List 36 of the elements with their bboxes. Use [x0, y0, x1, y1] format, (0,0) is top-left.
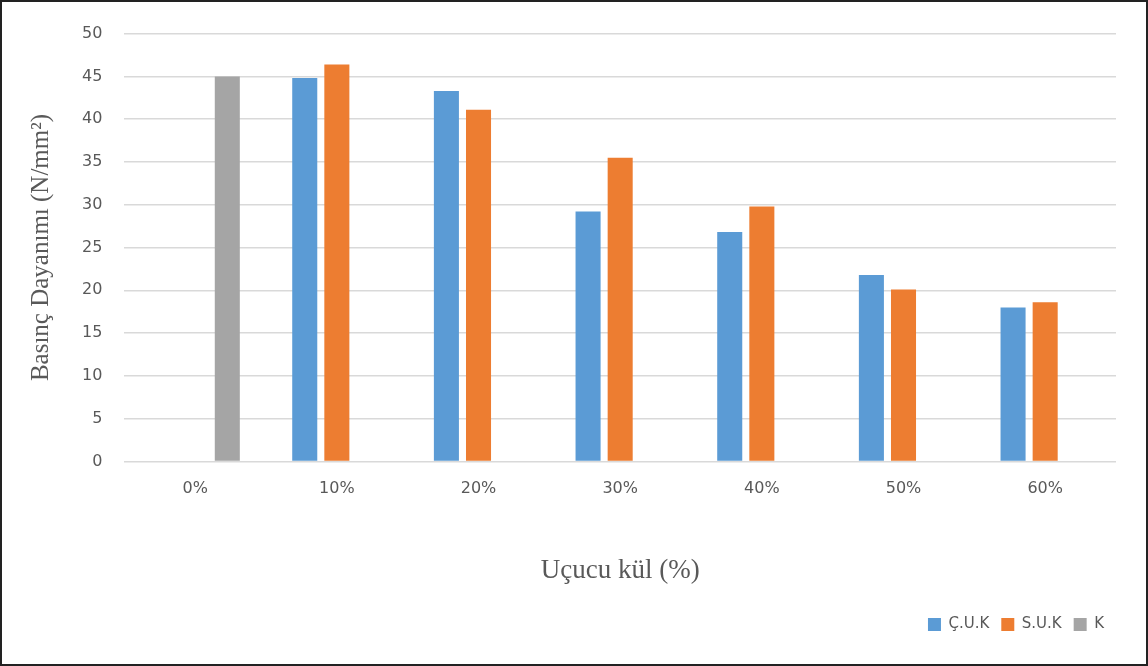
bar: [575, 211, 601, 461]
bar: [433, 90, 459, 461]
y-tick-label: 20: [82, 279, 103, 299]
x-tick-label: 50%: [885, 478, 922, 498]
x-axis-title: Uçucu kül (%): [540, 553, 700, 584]
x-tick-label: 10%: [319, 478, 355, 498]
x-tick-label: 40%: [744, 478, 780, 498]
x-tick-label: 60%: [1027, 478, 1063, 498]
y-tick-label: 25: [82, 236, 103, 256]
bar: [214, 76, 240, 461]
x-tick-label: 30%: [602, 478, 638, 498]
legend-label: S.U.K: [1021, 614, 1063, 633]
bar: [890, 289, 917, 461]
x-tick-label: 0%: [182, 478, 208, 498]
bar: [749, 206, 775, 461]
y-axis-title: Basınç Dayanımı (N/mm²): [25, 113, 54, 382]
y-tick-label: 5: [92, 407, 103, 427]
y-tick-label: 10: [82, 365, 103, 384]
y-tick-label: 35: [82, 151, 103, 171]
bar: [717, 232, 743, 461]
x-tick-label: 20%: [460, 478, 497, 498]
bar: [1000, 307, 1026, 461]
y-tick-label: 0: [92, 450, 103, 470]
bar: [858, 274, 884, 461]
y-tick-label: 45: [82, 65, 103, 85]
y-tick-label: 30: [82, 193, 103, 213]
legend-label: K: [1094, 614, 1106, 633]
y-tick-label: 40: [82, 108, 103, 128]
y-tick-label: 50: [82, 22, 103, 42]
bar: [292, 78, 318, 461]
legend-label: Ç.U.K: [948, 614, 991, 633]
bar: [1032, 302, 1058, 461]
bar: [324, 64, 350, 461]
y-tick-label: 15: [82, 322, 103, 342]
bar: [465, 109, 492, 461]
bar: [607, 157, 633, 461]
